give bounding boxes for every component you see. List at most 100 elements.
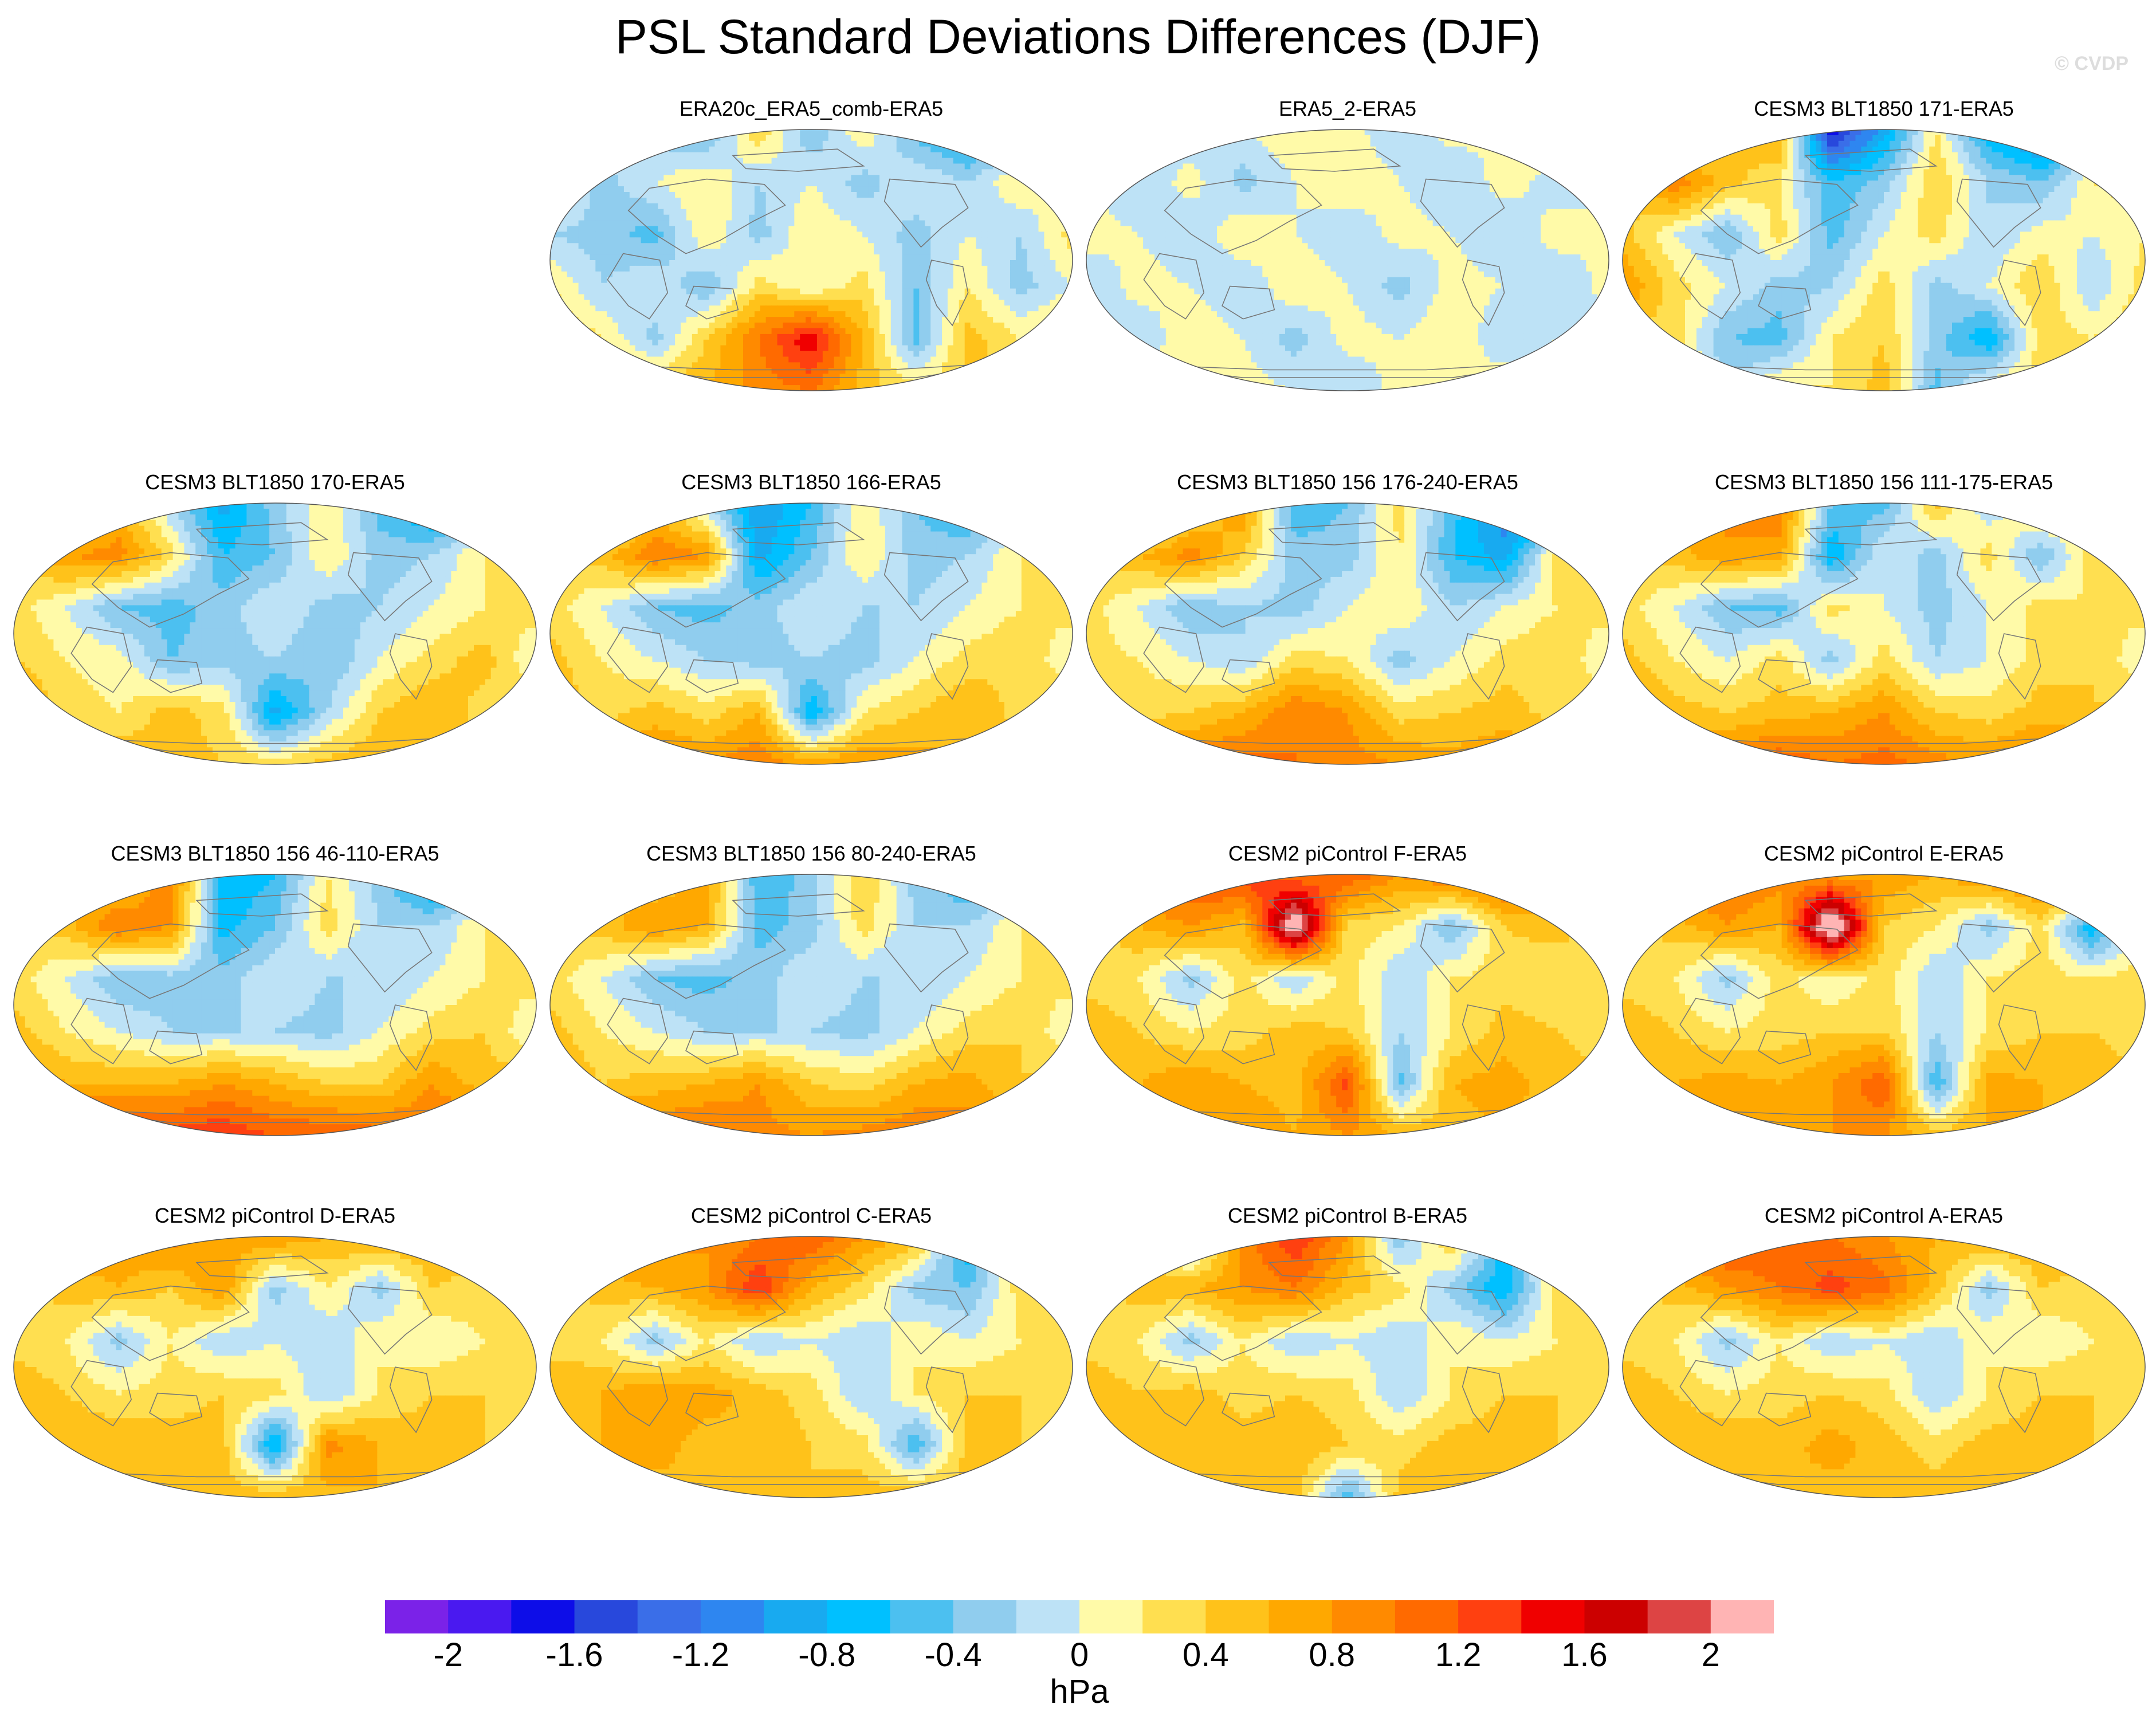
field-cell	[806, 362, 812, 368]
field-cell	[971, 129, 977, 136]
field-cell	[930, 180, 937, 187]
field-cell	[1010, 272, 1016, 278]
field-cell	[828, 237, 835, 244]
field-cell	[686, 334, 693, 340]
field-cell	[777, 147, 784, 153]
field-cell	[976, 334, 983, 340]
field-cell	[1421, 158, 1428, 164]
field-cell	[601, 266, 607, 272]
field-cell	[1433, 164, 1439, 170]
field-cell	[1086, 158, 1093, 164]
field-cell	[1016, 254, 1022, 261]
field-cell	[981, 300, 988, 306]
field-cell	[930, 158, 937, 164]
field-cell	[1416, 169, 1422, 175]
field-cell	[1067, 141, 1073, 147]
field-cell	[999, 362, 1005, 368]
field-cell	[618, 328, 625, 335]
field-cell	[868, 294, 874, 301]
field-cell	[630, 186, 636, 193]
field-cell	[743, 368, 749, 374]
field-cell	[743, 129, 749, 136]
field-cell	[862, 311, 869, 317]
field-cell	[755, 158, 761, 164]
field-cell	[550, 385, 556, 391]
field-cell	[976, 351, 983, 358]
field-cell	[669, 192, 676, 198]
field-cell	[879, 209, 886, 215]
field-cell	[550, 368, 556, 374]
field-cell	[788, 300, 795, 306]
field-cell	[891, 249, 897, 255]
field-cell	[630, 129, 636, 136]
field-cell	[1387, 169, 1393, 175]
field-cell	[965, 186, 971, 193]
field-cell	[1251, 164, 1258, 170]
field-cell	[681, 323, 687, 329]
field-cell	[1033, 374, 1039, 380]
field-cell	[720, 260, 726, 266]
field-cell	[692, 158, 698, 164]
field-cell	[1055, 180, 1062, 187]
field-cell	[817, 374, 823, 380]
field-cell	[760, 243, 767, 249]
field-cell	[743, 147, 749, 153]
field-cell	[794, 215, 800, 221]
field-cell	[948, 237, 954, 244]
field-cell	[1061, 203, 1067, 210]
field-cell	[1022, 237, 1028, 244]
field-cell	[1234, 147, 1240, 153]
field-cell	[772, 362, 778, 368]
field-cell	[1004, 231, 1011, 238]
field-cell	[806, 345, 812, 352]
field-cell	[891, 266, 897, 272]
field-cell	[823, 221, 829, 227]
field-cell	[647, 277, 653, 284]
field-cell	[897, 351, 903, 358]
field-cell	[692, 164, 698, 170]
field-cell	[1564, 141, 1570, 147]
field-cell	[760, 231, 767, 238]
field-cell	[709, 215, 716, 221]
field-cell	[987, 328, 993, 335]
field-cell	[1050, 294, 1056, 301]
field-cell	[942, 328, 948, 335]
field-cell	[612, 374, 619, 380]
field-cell	[794, 289, 800, 294]
field-cell	[561, 260, 568, 266]
field-cell	[936, 289, 942, 294]
field-cell	[811, 345, 818, 352]
field-cell	[556, 272, 562, 278]
field-cell	[817, 243, 823, 249]
field-cell	[766, 129, 772, 136]
field-cell	[579, 243, 585, 249]
field-cell	[1022, 362, 1028, 368]
field-cell	[846, 243, 852, 249]
field-cell	[567, 334, 574, 340]
field-cell	[601, 374, 607, 380]
field-cell	[1027, 158, 1034, 164]
field-cell	[1137, 169, 1144, 175]
field-cell	[1461, 147, 1467, 153]
field-cell	[777, 272, 784, 278]
field-cell	[737, 328, 744, 335]
field-cell	[862, 243, 869, 249]
field-cell	[1507, 169, 1513, 175]
field-cell	[902, 215, 909, 221]
field-cell	[930, 164, 937, 170]
field-cell	[1061, 266, 1067, 272]
field-cell	[1103, 141, 1110, 147]
field-cell	[584, 379, 591, 386]
field-cell	[669, 300, 676, 306]
field-cell	[579, 129, 585, 136]
field-cell	[1027, 198, 1034, 204]
field-cell	[800, 198, 806, 204]
field-cell	[760, 237, 767, 244]
field-cell	[595, 198, 602, 204]
field-cell	[1467, 158, 1473, 164]
field-cell	[726, 164, 732, 170]
field-cell	[981, 209, 988, 215]
field-cell	[772, 215, 778, 221]
field-cell	[846, 283, 852, 289]
field-cell	[823, 277, 829, 284]
